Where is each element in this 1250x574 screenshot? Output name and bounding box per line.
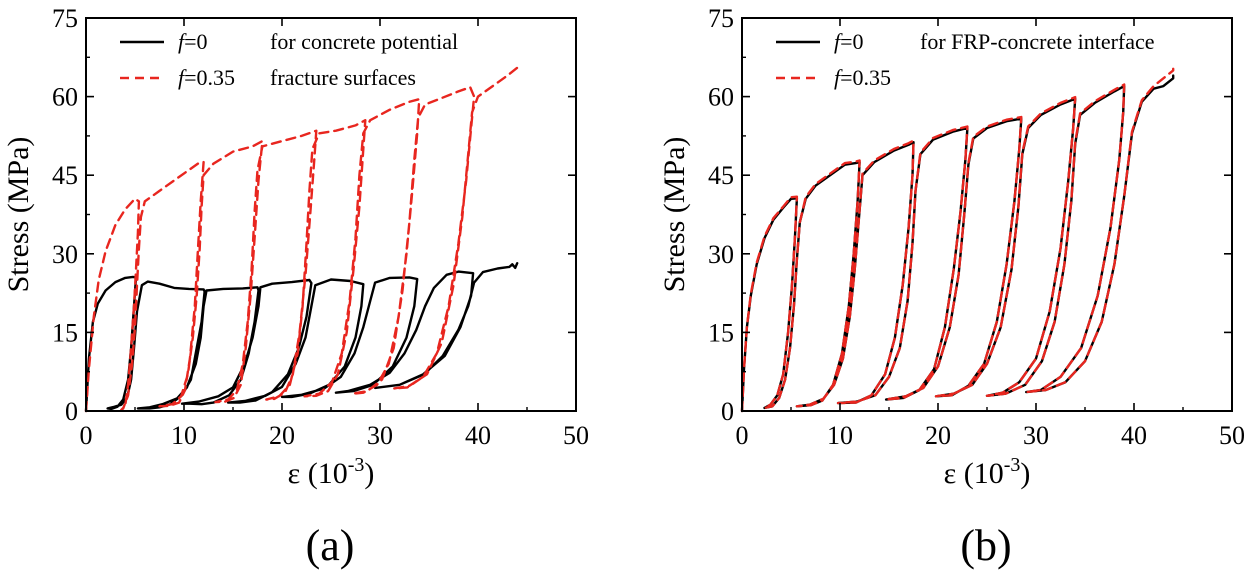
x-tick-label-a-2: 20 [269,421,295,450]
y-tick-label-b-2: 30 [708,240,734,269]
series-a-0 [84,262,519,413]
y-tick-label-b-4: 60 [708,83,734,112]
plot-area-a [84,66,519,413]
y-tick-label-a-3: 45 [52,161,78,190]
legend-label-b-1: f=0.35 [834,65,891,90]
x-tick-label-b-0: 0 [736,421,749,450]
legend-text-b-1: =0.35 [840,65,891,90]
y-tick-label-a-0: 0 [65,397,78,426]
panel-a: 0 10 20 30 40 50 0 15 30 45 60 75 Stress (MPa) ε (10-… [2,4,589,570]
legend-italic-b-1: f [834,65,843,90]
y-axis-label-b: Stress (MPa) [658,137,691,293]
x-tick-label-b-2: 20 [925,421,951,450]
x-axis-label-a: ε (10-3) [288,454,375,490]
legend-italic-b-0: f [834,29,843,54]
y-tick-label-a-5: 75 [52,4,78,33]
x-tick-label-b-5: 50 [1219,421,1245,450]
y-tick-label-b-5: 75 [708,4,734,33]
legend-italic-a-1: f [178,65,187,90]
x-axis-label-b: ε (10-3) [944,454,1031,490]
y-tick-label-b-0: 0 [721,397,734,426]
panel-b: 0 10 20 30 40 50 0 15 30 45 60 75 Stress (MPa) ε (10-… [658,4,1245,570]
panel-label-a: (a) [306,521,355,570]
x-axis-close-b: ) [1020,457,1030,490]
x-tick-label-b-1: 10 [827,421,853,450]
x-axis-exponent-b: -3 [1004,454,1021,476]
x-axis-symbol-a: ε [288,457,308,490]
y-tick-label-b-3: 45 [708,161,734,190]
legend-label-a-1: f=0.35 [178,65,235,90]
x-axis-symbol-b: ε [944,457,964,490]
x-tick-label-a-0: 0 [80,421,93,450]
legend-text-b-0: =0 [840,29,863,54]
panel-label-b: (b) [960,521,1011,570]
series-a-1 [84,66,519,413]
y-tick-label-a-1: 15 [52,318,78,347]
plot-area-b [740,67,1175,413]
x-axis-unit-a: (10 [308,457,348,490]
y-tick-label-b-1: 15 [708,318,734,347]
legend-italic-a-0: f [178,29,187,54]
x-tick-label-a-5: 50 [563,421,589,450]
y-axis-label-a: Stress (MPa) [2,137,35,293]
legend-text-a-0: =0 [184,29,207,54]
x-axis-exponent-a: -3 [348,454,365,476]
series-b-1 [740,67,1175,413]
y-tick-label-a-2: 30 [52,240,78,269]
y-tick-label-a-4: 60 [52,83,78,112]
legend-note-b-0: for FRP-concrete interface [920,29,1155,54]
x-tick-label-a-3: 30 [367,421,393,450]
legend-note-a-1: fracture surfaces [270,65,416,90]
legend-label-a-0: f=0 [178,29,208,54]
x-tick-label-b-4: 40 [1121,421,1147,450]
x-axis-unit-b: (10 [964,457,1004,490]
x-axis-close-a: ) [364,457,374,490]
legend-text-a-1: =0.35 [184,65,235,90]
x-tick-label-a-1: 10 [171,421,197,450]
legend-note-a-0: for concrete potential [270,29,458,54]
x-tick-label-a-4: 40 [465,421,491,450]
legend-label-b-0: f=0 [834,29,864,54]
x-tick-label-b-3: 30 [1023,421,1049,450]
